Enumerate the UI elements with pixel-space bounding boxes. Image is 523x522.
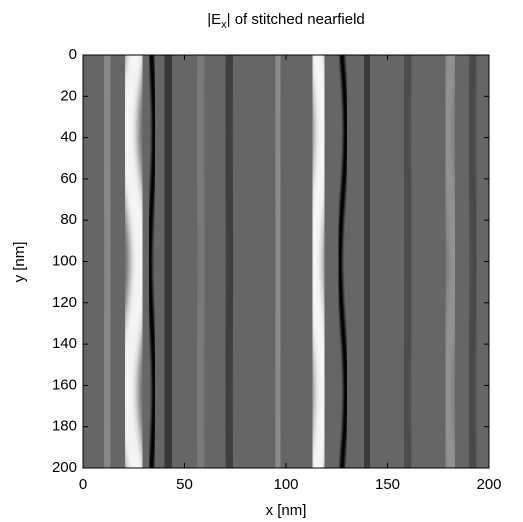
x-tick-label: 0 [79, 476, 87, 493]
y-tick-label: 180 [52, 418, 77, 435]
chart-title: |Ex| of stitched nearfield [207, 11, 365, 31]
x-axis-label: x [nm] [266, 502, 307, 519]
y-tick-label: 200 [52, 459, 77, 476]
field-stripe [395, 55, 421, 468]
field-stripe [153, 55, 183, 468]
y-tick-label: 160 [52, 376, 77, 393]
field-image [83, 55, 489, 468]
y-tick-label: 0 [69, 46, 77, 63]
field-stripe [337, 55, 349, 468]
field-stripe [147, 55, 157, 468]
field-stripe [440, 55, 461, 468]
y-tick-label: 20 [60, 87, 77, 104]
x-tick-label: 100 [273, 476, 298, 493]
y-tick-label: 100 [52, 252, 77, 269]
y-tick-label: 60 [60, 170, 77, 187]
x-tick-label: 200 [476, 476, 501, 493]
y-tick-label: 140 [52, 335, 77, 352]
y-tick-label: 40 [60, 129, 77, 146]
y-axis-label: y [nm] [11, 242, 28, 283]
title-part: |E [207, 11, 221, 28]
y-tick-label: 80 [60, 211, 77, 228]
x-tick-label: 150 [375, 476, 400, 493]
y-tick-label: 120 [52, 294, 77, 311]
title-part: | of stitched nearfield [227, 11, 365, 28]
field-stripe [305, 55, 332, 468]
x-tick-label: 50 [176, 476, 193, 493]
field-stripe [192, 55, 210, 468]
title-subscript: x [221, 19, 227, 31]
field-stripe [97, 55, 118, 468]
field-stripe [117, 55, 150, 468]
field-stripe [348, 55, 386, 468]
field-stripe [270, 55, 286, 468]
field-stripe [464, 55, 482, 468]
field-stripe [218, 55, 240, 468]
